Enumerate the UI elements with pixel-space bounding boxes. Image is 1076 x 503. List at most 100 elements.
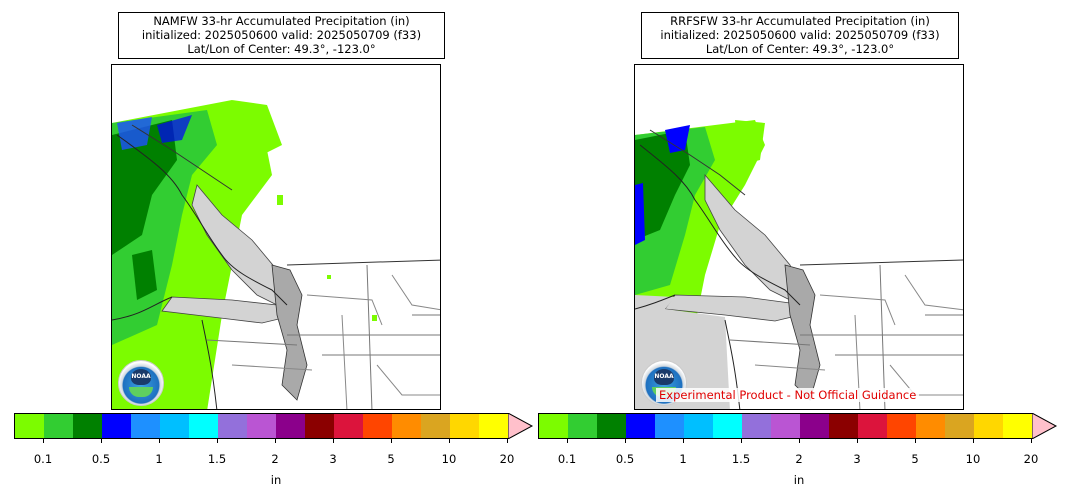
left-colorbar-segment <box>392 413 421 439</box>
right-title-box: RRFSFW 33-hr Accumulated Precipitation (… <box>641 12 959 59</box>
left-colorbar-tick-label: 1.5 <box>207 452 227 466</box>
right-colorbar-segment <box>742 413 771 439</box>
right-colorbar-segment <box>829 413 858 439</box>
right-puget-sound <box>784 264 821 401</box>
right-county-lines <box>754 274 963 409</box>
left-colorbar-tick <box>449 439 450 443</box>
left-colorbar-segment <box>305 413 334 439</box>
left-title-line1: NAMFW 33-hr Accumulated Precipitation (i… <box>153 14 410 28</box>
left-colorbar-segment <box>44 413 73 439</box>
left-precip-speck2 <box>327 275 331 279</box>
left-colorbar-tick <box>101 439 102 443</box>
left-precip-speck3 <box>372 315 377 321</box>
right-colorbar-tick <box>683 439 684 443</box>
right-state-lines <box>729 264 963 409</box>
left-colorbar-tick <box>43 439 44 443</box>
right-colorbar-tick <box>973 439 974 443</box>
right-colorbar-tick-label: 0.1 <box>557 452 577 466</box>
right-colorbar-segment <box>945 413 974 439</box>
left-colorbar-extend-arrow <box>508 413 534 439</box>
right-colorbar-tick-label: 20 <box>1023 452 1039 466</box>
right-us-canada-border <box>799 259 963 266</box>
right-colorbar-tick-label: 2 <box>795 452 803 466</box>
left-precip-heavy-patch <box>132 250 157 300</box>
right-noaa-logo-text: NOAA <box>654 373 674 380</box>
right-colorbar-tick-label: 10 <box>965 452 981 466</box>
left-colorbar-tick <box>507 439 508 443</box>
left-us-canada-border <box>286 259 440 266</box>
left-colorbar-segment <box>479 413 508 439</box>
left-colorbar-tick-label: 1 <box>155 452 163 466</box>
left-colorbar-tick <box>275 439 276 443</box>
left-colorbar-tick <box>217 439 218 443</box>
right-precip-scatter <box>735 120 765 165</box>
right-colorbar-segment <box>974 413 1003 439</box>
right-colorbar-segment <box>1003 413 1032 439</box>
left-coastline <box>112 134 288 409</box>
right-colorbar-tick <box>915 439 916 443</box>
left-colorbar <box>14 413 534 439</box>
left-precip-map: NOAA <box>111 64 441 410</box>
right-colorbar-tick-label: 1 <box>679 452 687 466</box>
left-colorbar-unit: in <box>270 473 282 487</box>
right-colorbar-tick <box>857 439 858 443</box>
left-colorbar-tick-label: 0.5 <box>91 452 111 466</box>
right-colorbar-segment <box>684 413 713 439</box>
left-colorbar-tick <box>333 439 334 443</box>
left-colorbar-tick <box>159 439 160 443</box>
right-colorbar-tick-label: 1.5 <box>731 452 751 466</box>
right-precip-blue-patch <box>665 125 690 153</box>
left-colorbar-segment <box>363 413 392 439</box>
left-colorbar-tick-label: 5 <box>387 452 395 466</box>
right-colorbar-tick-label: 3 <box>853 452 861 466</box>
left-colorbar-segment <box>102 413 131 439</box>
right-precip-blue-strip <box>635 183 645 245</box>
left-precip-heavy-field <box>112 120 177 255</box>
right-colorbar-segment <box>713 413 742 439</box>
right-colorbar-segment <box>538 413 568 439</box>
left-colorbar-segment <box>131 413 160 439</box>
left-precip-blue-patch2 <box>157 115 192 143</box>
left-colorbar-segment <box>189 413 218 439</box>
right-colorbar-segment <box>858 413 887 439</box>
right-panel: RRFSFW 33-hr Accumulated Precipitation (… <box>538 0 1076 503</box>
left-colorbar-tick-label: 3 <box>329 452 337 466</box>
right-colorbar-tick <box>625 439 626 443</box>
left-precip-speck <box>277 195 283 205</box>
left-colorbar-tick-label: 0.1 <box>33 452 53 466</box>
left-colorbar-segment <box>218 413 247 439</box>
left-panel: NAMFW 33-hr Accumulated Precipitation (i… <box>111 12 445 410</box>
right-colorbar-segment <box>597 413 626 439</box>
right-colorbar-segment <box>771 413 800 439</box>
right-colorbar-segment <box>626 413 655 439</box>
left-title-line3: Lat/Lon of Center: 49.3°, -123.0° <box>187 42 376 56</box>
left-colorbar-segment <box>247 413 276 439</box>
right-colorbar <box>538 413 1058 439</box>
right-colorbar-tick-label: 0.5 <box>615 452 635 466</box>
right-colorbar-segment <box>916 413 945 439</box>
right-colorbar-unit: in <box>793 473 805 487</box>
left-colorbar-tick <box>391 439 392 443</box>
right-colorbar-tick <box>741 439 742 443</box>
right-intl-border <box>649 129 746 196</box>
left-colorbar-segment <box>334 413 363 439</box>
right-title-line2: initialized: 2025050600 valid: 202505070… <box>660 28 940 42</box>
right-title-line3: Lat/Lon of Center: 49.3°, -123.0° <box>705 42 895 56</box>
right-colorbar-tick <box>1031 439 1032 443</box>
left-title-box: NAMFW 33-hr Accumulated Precipitation (i… <box>118 12 445 59</box>
left-juan-de-fuca <box>161 296 288 324</box>
right-colorbar-tick-label: 5 <box>911 452 919 466</box>
right-colorbar-tick <box>799 439 800 443</box>
left-precip-scatter <box>232 100 282 155</box>
right-map-graphic <box>635 120 963 409</box>
right-colorbar-extend-arrow <box>1032 413 1058 439</box>
left-county-lines <box>231 274 440 409</box>
right-colorbar-segment <box>800 413 829 439</box>
right-colorbar-segment <box>655 413 684 439</box>
left-colorbar-segment <box>276 413 305 439</box>
right-strait-georgia <box>704 173 801 301</box>
right-title-line1: RRFSFW 33-hr Accumulated Precipitation (… <box>670 14 930 28</box>
left-colorbar-segment <box>421 413 450 439</box>
left-noaa-logo: NOAA <box>118 360 164 406</box>
left-colorbar-tick-label: 10 <box>441 452 457 466</box>
